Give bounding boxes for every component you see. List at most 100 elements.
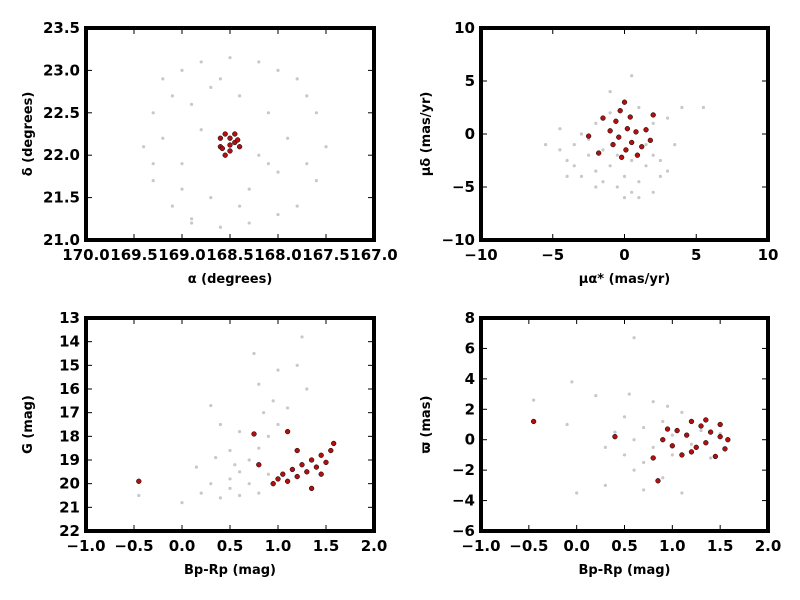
member-point — [304, 469, 310, 475]
y-axis-label: ϖ (mas) — [419, 396, 434, 454]
member-point — [256, 462, 262, 468]
y-tick-label: −4 — [452, 492, 475, 510]
field-point — [570, 380, 574, 384]
field-point — [630, 190, 634, 194]
field-point — [587, 153, 591, 157]
member-point — [688, 449, 695, 455]
y-tick-label: 22.0 — [43, 146, 80, 164]
x-tick-label: −1.0 — [66, 537, 105, 555]
field-point — [324, 145, 328, 149]
field-point — [701, 105, 706, 110]
plot-frame — [84, 26, 376, 242]
field-point — [622, 453, 627, 457]
field-point — [665, 404, 670, 408]
field-point — [276, 68, 280, 72]
member-point — [136, 478, 142, 484]
field-point — [151, 162, 155, 166]
field-point — [238, 94, 242, 98]
panel-1: 170.0 169.5 169.0 168.5 168.0 167.5 167.0 21.0 2… — [21, 19, 398, 287]
member-point — [616, 134, 622, 140]
member-point — [664, 426, 671, 432]
field-point — [709, 456, 713, 460]
field-point — [314, 111, 318, 115]
field-point — [180, 501, 184, 505]
field-point — [632, 336, 636, 340]
field-point — [575, 491, 579, 495]
plot-frame — [84, 316, 376, 533]
field-point — [228, 56, 232, 60]
member-point — [624, 126, 631, 132]
y-tick-label: 15 — [59, 356, 80, 374]
field-point — [233, 463, 237, 467]
y-tick-label: 8 — [465, 309, 475, 327]
field-point — [151, 179, 155, 183]
x-tick-label: 167.5 — [302, 246, 349, 264]
field-point — [314, 179, 318, 183]
x-tick-label: 168.5 — [206, 246, 253, 264]
member-point — [655, 478, 661, 484]
member-point — [284, 478, 291, 484]
member-point — [643, 127, 649, 133]
field-point — [632, 438, 636, 442]
y-tick-label: 0 — [465, 431, 475, 449]
field-point — [190, 102, 194, 106]
field-point — [572, 143, 576, 147]
field-point — [594, 393, 598, 398]
field-point — [565, 158, 569, 163]
field-point — [161, 136, 165, 140]
field-point — [622, 196, 627, 200]
field-point — [661, 476, 665, 480]
member-point — [613, 118, 619, 124]
y-tick-label: 21.0 — [43, 231, 80, 249]
field-point — [601, 148, 605, 152]
field-point — [238, 470, 242, 474]
member-point — [585, 133, 592, 139]
field-point — [295, 363, 299, 367]
field-point — [627, 392, 631, 396]
field-point — [680, 105, 684, 110]
member-point — [660, 437, 666, 443]
member-point — [693, 444, 699, 450]
x-tick-label: −5 — [541, 246, 564, 264]
member-point — [313, 464, 320, 470]
x-tick-label: 0.5 — [217, 537, 244, 555]
field-point — [651, 121, 655, 125]
member-point — [280, 471, 286, 477]
member-point — [698, 423, 704, 429]
field-point — [689, 442, 694, 446]
field-point — [579, 174, 584, 178]
member-point — [294, 447, 300, 454]
field-point — [209, 403, 213, 408]
member-point — [722, 446, 728, 452]
field-point — [276, 422, 280, 427]
field-point — [137, 493, 141, 498]
y-tick-label: 20 — [59, 475, 80, 493]
y-tick-label: 22.5 — [43, 104, 80, 122]
member-point — [227, 142, 233, 148]
field-point — [257, 382, 261, 386]
field-point — [613, 430, 617, 434]
y-tick-label: 23.0 — [43, 61, 80, 79]
field-point — [199, 128, 203, 132]
field-point — [637, 180, 641, 184]
x-tick-label: 170.0 — [62, 246, 109, 264]
field-point — [651, 400, 655, 404]
member-point — [600, 115, 606, 121]
field-point — [257, 60, 261, 64]
field-point — [632, 468, 636, 472]
field-point — [680, 491, 684, 495]
plot-frame — [479, 26, 770, 242]
x-axis-label: μα* (mas/yr) — [579, 272, 670, 287]
field-point — [190, 217, 194, 221]
field-point — [644, 143, 648, 147]
field-point — [651, 445, 655, 449]
member-point — [227, 135, 233, 141]
x-tick-label: 10 — [758, 246, 779, 264]
field-point — [673, 143, 677, 147]
field-point — [305, 162, 309, 166]
plot-frame — [479, 316, 770, 533]
x-tick-label: 2.0 — [361, 537, 388, 555]
member-point — [219, 145, 225, 152]
field-point — [276, 170, 280, 174]
member-point — [232, 131, 238, 137]
